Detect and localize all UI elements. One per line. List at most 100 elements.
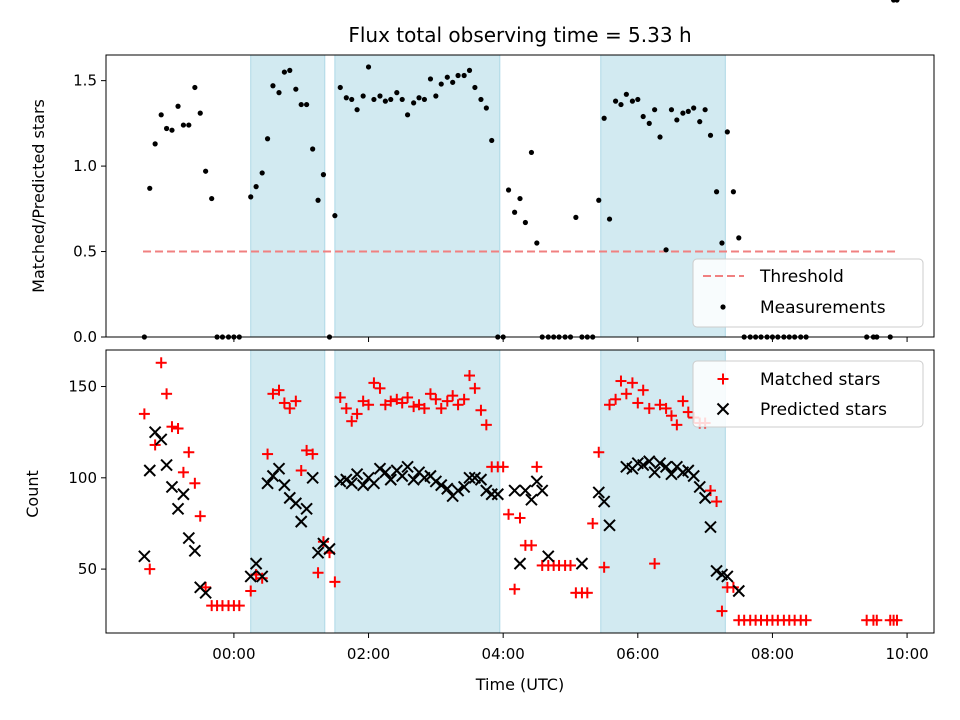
legend-matched-swatch (717, 373, 729, 385)
predicted-point (508, 484, 521, 497)
cross-stroke-b (160, 458, 173, 472)
legend-matched-marker (717, 373, 729, 385)
predicted-point (199, 586, 212, 600)
cross-stroke-b (367, 477, 381, 490)
matched-points (138, 357, 903, 626)
top-y-ticks: 0.0 0.5 1.0 1.5 (73, 72, 106, 346)
matched-point (144, 563, 156, 575)
cross-stroke-b (631, 456, 645, 470)
cross-stroke-b (474, 473, 488, 486)
cross-stroke-b (289, 497, 303, 510)
measurement-point (404, 112, 411, 118)
bottom-y-ticks: 50 100 150 (68, 378, 106, 578)
measurement-point (702, 107, 708, 113)
matched-point (278, 397, 290, 409)
predicted-point (457, 480, 471, 494)
matched-point (374, 382, 386, 394)
cross-stroke-b (407, 473, 420, 486)
cross-stroke-b (429, 475, 443, 488)
measurement-point (365, 64, 372, 70)
matched-point (172, 423, 184, 435)
matched-point (564, 559, 576, 571)
cross-stroke-b (710, 564, 723, 578)
matched-point (329, 576, 341, 588)
measurement-point (399, 96, 405, 103)
cross-stroke-b (306, 471, 319, 485)
top-axes-frame (105, 54, 935, 338)
measurement-point (281, 69, 287, 75)
matched-point (177, 466, 189, 478)
predicted-point (407, 473, 420, 486)
measurement-point (450, 79, 456, 85)
cross-stroke-b (143, 464, 156, 477)
matched-point (716, 605, 728, 617)
matched-point (408, 401, 420, 413)
matched-point (441, 395, 453, 407)
cross-stroke-b (373, 462, 387, 475)
matched-point (447, 390, 459, 402)
measurement-point (192, 84, 198, 91)
legend-matched-label: Matched stars (760, 370, 880, 390)
measurement-point (724, 129, 730, 135)
measurement-point (646, 120, 652, 126)
cross-stroke-b (636, 458, 650, 472)
cross-stroke-b (653, 456, 667, 470)
matched-point (430, 393, 442, 405)
predicted-point (255, 570, 269, 583)
measurement-point (394, 90, 400, 96)
measurement-point (534, 240, 540, 246)
measurement-point (371, 96, 377, 103)
measurement-point (298, 101, 304, 108)
cross-stroke-b (171, 502, 185, 516)
measurement-point (517, 195, 523, 202)
predicted-point (648, 466, 661, 479)
cross-stroke-b (384, 473, 397, 486)
measurement-point (674, 117, 680, 123)
cross-stroke-b (620, 460, 633, 474)
matched-point (346, 415, 358, 427)
predicted-point (177, 488, 190, 501)
predicted-point (530, 475, 544, 488)
measurement-point (640, 113, 646, 120)
measurement-point (293, 86, 299, 92)
cross-stroke-b (311, 546, 325, 559)
predicted-point (373, 462, 387, 475)
matched-point (317, 536, 329, 548)
predicted-point (384, 473, 397, 486)
predicted-point (463, 471, 476, 485)
matched-point (464, 370, 476, 382)
measurement-point (528, 149, 535, 156)
matched-point (138, 408, 150, 420)
matched-point (161, 388, 173, 400)
cross-stroke-b (244, 570, 257, 583)
top-legend: Threshold Measurements (692, 258, 924, 328)
cross-stroke-b (716, 402, 730, 416)
measurement-point (596, 197, 602, 203)
cross-stroke-b (508, 484, 521, 497)
matched-point (166, 421, 178, 433)
predicted-point (340, 473, 353, 486)
predicted-point (732, 584, 745, 598)
measurement-point (697, 119, 703, 125)
matched-point (497, 461, 509, 473)
cross-stroke-b (401, 460, 414, 474)
predicted-point (401, 460, 414, 474)
cross-stroke-b (603, 519, 616, 532)
predicted-point (698, 491, 712, 505)
cross-stroke-b (295, 515, 308, 528)
matched-point (284, 402, 296, 414)
cross-stroke-b (592, 486, 605, 499)
predicted-point (435, 478, 448, 492)
predicted-point (356, 478, 370, 492)
matched-point (620, 388, 632, 400)
predicted-point (249, 557, 263, 570)
predicted-point (306, 471, 319, 485)
measurement-point (264, 136, 271, 142)
cross-stroke-b (480, 484, 493, 497)
top-ytick-label: 1.0 (73, 157, 97, 175)
measurement-point (411, 100, 417, 106)
matched-point (458, 393, 470, 405)
legend-measurement-label: Measurements (760, 298, 886, 318)
predicted-point (693, 480, 706, 494)
cross-stroke-b (272, 462, 286, 475)
